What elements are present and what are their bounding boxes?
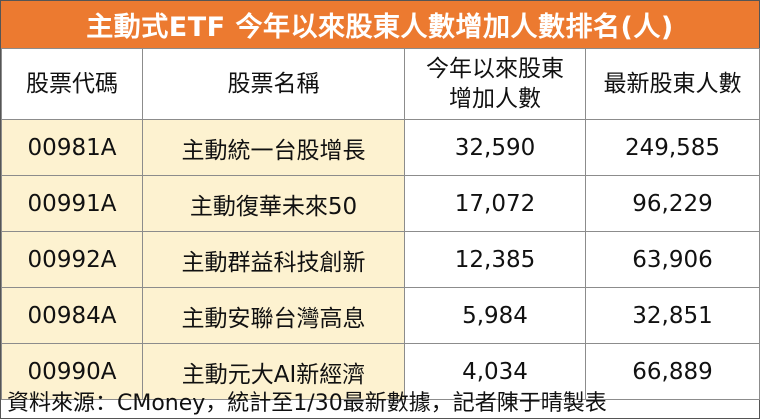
header-code: 股票代碼 [1, 48, 143, 120]
header-row: 股票代碼 股票名稱 今年以來股東 增加人數 最新股東人數 [1, 48, 760, 120]
cell-increase: 5,984 [404, 287, 586, 344]
table-row: 00984A 主動安聯台灣高息 5,984 32,851 [1, 287, 760, 344]
table-row: 00981A 主動統一台股增長 32,590 249,585 [1, 119, 760, 176]
header-increase-label: 今年以來股東 增加人數 [426, 56, 564, 112]
cell-increase: 32,590 [404, 119, 586, 176]
cell-name: 主動統一台股增長 [142, 119, 405, 176]
cell-name: 主動群益科技創新 [142, 231, 405, 288]
table-title: 主動式ETF 今年以來股東人數增加人數排名(人) [1, 1, 759, 48]
ranking-table: 股票代碼 股票名稱 今年以來股東 增加人數 最新股東人數 00981A 主動統一… [1, 48, 760, 400]
cell-increase: 12,385 [404, 231, 586, 288]
cell-holders: 249,585 [585, 119, 760, 176]
cell-name: 主動元大AI新經濟 [142, 343, 405, 400]
cell-increase: 4,034 [404, 343, 586, 400]
cell-name: 主動復華未來50 [142, 175, 405, 232]
table-row: 00991A 主動復華未來50 17,072 96,229 [1, 175, 760, 232]
header-holders: 最新股東人數 [585, 48, 760, 120]
header-name: 股票名稱 [142, 48, 405, 120]
cell-holders: 96,229 [585, 175, 760, 232]
cell-holders: 63,906 [585, 231, 760, 288]
table-row: 00990A 主動元大AI新經濟 4,034 66,889 [1, 343, 760, 400]
header-increase: 今年以來股東 增加人數 [404, 48, 586, 120]
cell-holders: 32,851 [585, 287, 760, 344]
cell-code: 00991A [1, 175, 143, 232]
cell-holders: 66,889 [585, 343, 760, 400]
cell-increase: 17,072 [404, 175, 586, 232]
source-note: 資料來源：CMoney，統計至1/30最新數據，記者陳于晴製表 [7, 391, 607, 416]
table-row: 00992A 主動群益科技創新 12,385 63,906 [1, 231, 760, 288]
cell-code: 00992A [1, 231, 143, 288]
cell-code: 00984A [1, 287, 143, 344]
cell-code: 00981A [1, 119, 143, 176]
cell-name: 主動安聯台灣高息 [142, 287, 405, 344]
cell-code: 00990A [1, 343, 143, 400]
